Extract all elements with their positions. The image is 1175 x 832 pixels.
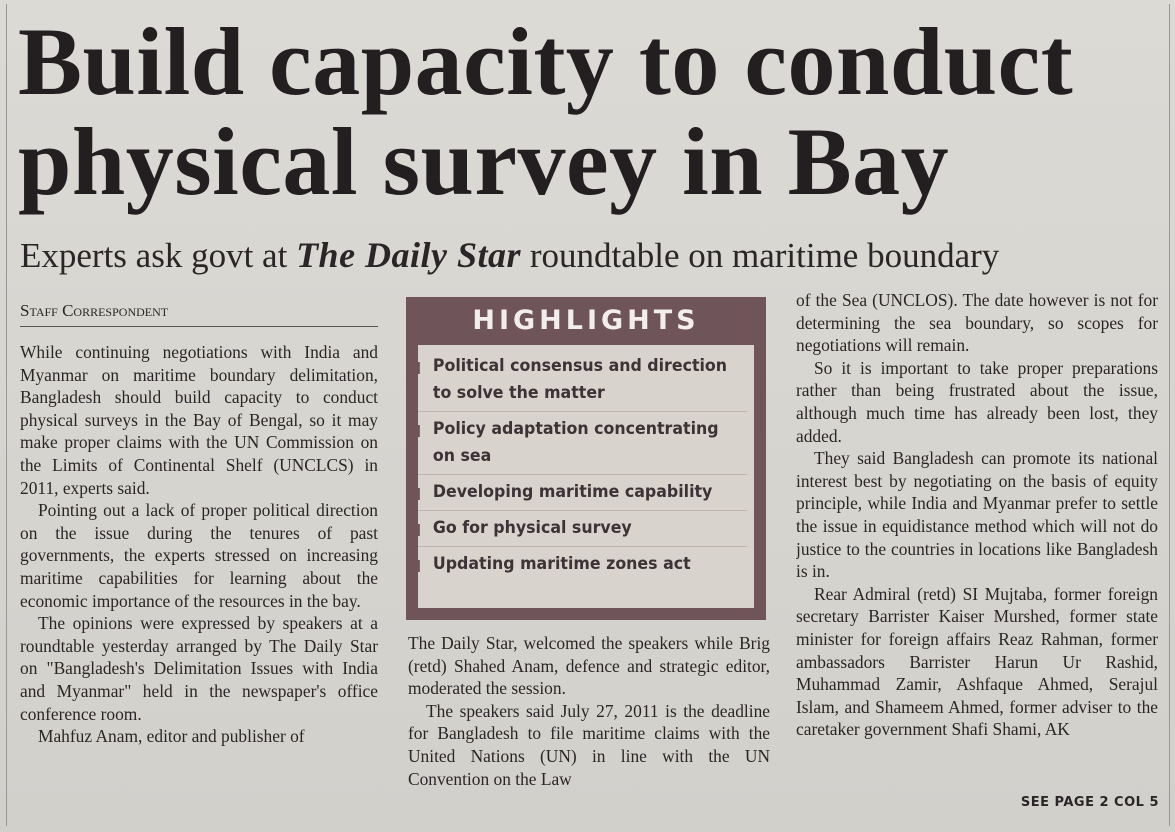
paragraph: While continuing negotiations with India… [20, 342, 378, 498]
paragraph: Rear Admiral (retd) SI Mujtaba, former f… [796, 583, 1158, 740]
masthead: The Daily Star [296, 235, 522, 275]
highlight-item: Political consensus and direction to sol… [412, 349, 748, 412]
paragraph: The speakers said July 27, 2011 is the d… [408, 700, 770, 789]
article-column: of the Sea (UNCLOS). The date however is… [796, 289, 1158, 796]
subheadline-text: roundtable on maritime boundary [529, 236, 1000, 275]
highlights-list: Political consensus and direction to sol… [412, 345, 754, 608]
subheadline-text: Experts ask govt at [20, 236, 288, 275]
paragraph: They said Bangladesh can promote its nat… [796, 448, 1158, 582]
paragraph: The opinions were expressed by speakers … [20, 613, 378, 724]
highlight-item: Policy adaptation concentrating on sea [412, 412, 748, 475]
article-column: While continuing negotiations with India… [20, 341, 378, 819]
subheadline: Experts ask govt at The Daily Star round… [20, 232, 1160, 278]
article-column: The Daily Star, welcomed the speakers wh… [408, 632, 770, 822]
paragraph: So it is important to take proper prepar… [796, 357, 1158, 446]
highlights-box: HIGHLIGHTS Political consensus and direc… [406, 297, 766, 620]
highlight-item: Updating maritime zones act [412, 547, 747, 582]
paragraph: of the Sea (UNCLOS). The date however is… [796, 290, 1158, 356]
paragraph: The Daily Star, welcomed the speakers wh… [408, 633, 770, 699]
paragraph: Pointing out a lack of proper political … [20, 500, 378, 611]
highlight-item: Go for physical survey [412, 511, 748, 547]
jump-line: SEE PAGE 2 COL 5 [1020, 795, 1159, 810]
headline: Build capacity to conduct physical surve… [18, 12, 1074, 215]
page-frame [6, 4, 1170, 826]
paragraph: Mahfuz Anam, editor and publisher of [38, 726, 305, 747]
byline: Staff Correspondent [20, 298, 378, 327]
highlight-item: Developing maritime capability [412, 475, 748, 511]
highlights-title: HIGHLIGHTS [472, 305, 700, 336]
